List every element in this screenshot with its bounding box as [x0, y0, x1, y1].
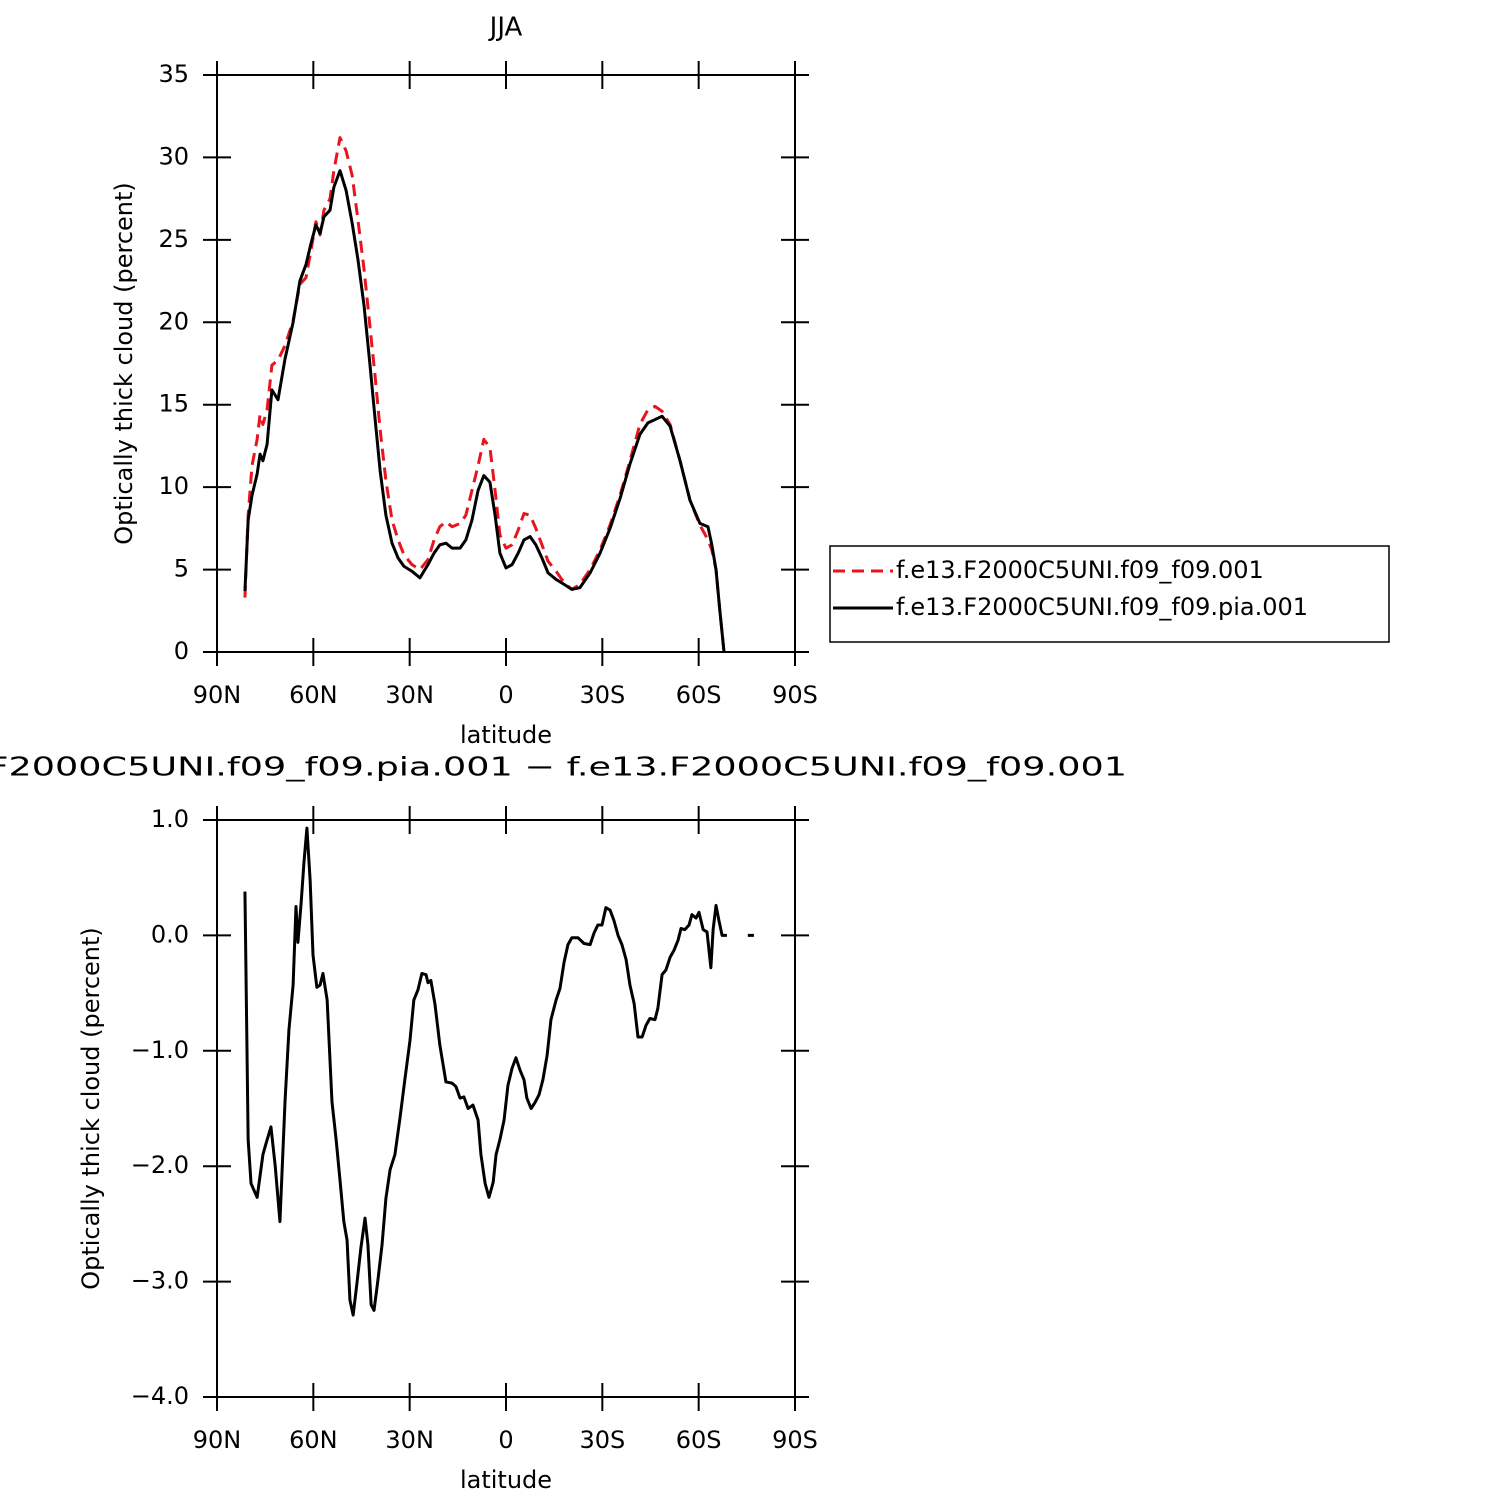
- y-tick-label: 0: [174, 637, 189, 665]
- y-tick-label: 15: [158, 390, 189, 418]
- x-tick-label: 90N: [193, 681, 242, 709]
- data-line: [243, 169, 726, 653]
- y-tick-label: −3.0: [131, 1267, 189, 1295]
- x-tick-label: 60S: [676, 1426, 722, 1454]
- y-tick-label: 1.0: [151, 805, 189, 833]
- y-tick-label: 25: [158, 225, 189, 253]
- y-tick-label: 30: [158, 142, 189, 170]
- legend-label: f.e13.F2000C5UNI.f09_f09.001: [896, 556, 1264, 584]
- x-tick-label: 0: [498, 681, 513, 709]
- x-tick-label: 90S: [772, 1426, 818, 1454]
- x-tick-label: 30S: [579, 681, 625, 709]
- legend-box: [829, 545, 1390, 643]
- y-tick-label: 10: [158, 472, 189, 500]
- y-tick-label: 5: [174, 555, 189, 583]
- x-tick-label: 30S: [579, 1426, 625, 1454]
- y-axis-label: Optically thick cloud (percent): [110, 182, 138, 545]
- x-tick-label: 0: [498, 1426, 513, 1454]
- y-tick-label: −2.0: [131, 1151, 189, 1179]
- x-tick-label: 60N: [289, 681, 338, 709]
- x-axis-label: latitude: [460, 721, 552, 749]
- y-tick-label: 20: [158, 307, 189, 335]
- y-tick-label: 35: [158, 60, 189, 88]
- y-tick-label: 0.0: [151, 920, 189, 948]
- data-line: [243, 136, 726, 653]
- chart-title: f.e13.F2000C5UNI.f09_f09.pia.001 − f.e13…: [0, 753, 1127, 783]
- x-tick-label: 60N: [289, 1426, 338, 1454]
- x-tick-label: 90N: [193, 1426, 242, 1454]
- chart-title: JJA: [488, 13, 523, 43]
- x-axis-label: latitude: [460, 1466, 552, 1494]
- data-line: [243, 826, 754, 1317]
- y-axis-label: Optically thick cloud (percent): [77, 927, 105, 1290]
- legend-label: f.e13.F2000C5UNI.f09_f09.pia.001: [896, 593, 1308, 621]
- x-tick-label: 30N: [385, 1426, 434, 1454]
- x-tick-label: 60S: [676, 681, 722, 709]
- x-tick-label: 30N: [385, 681, 434, 709]
- y-tick-label: −1.0: [131, 1036, 189, 1064]
- y-tick-label: −4.0: [131, 1382, 189, 1410]
- x-tick-label: 90S: [772, 681, 818, 709]
